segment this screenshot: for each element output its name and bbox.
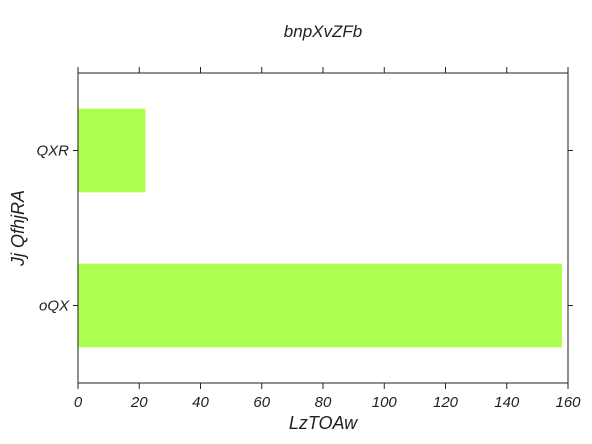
y-axis-label: Jj QfhjRA (8, 190, 28, 267)
x-axis-label: LzTOAw (289, 413, 358, 433)
x-tick-label: 60 (253, 394, 270, 411)
x-tick-label: 80 (315, 394, 332, 411)
x-tick-label: 40 (192, 394, 209, 411)
y-tick-label: QXR (36, 143, 69, 160)
x-tick-label: 20 (130, 394, 148, 411)
x-tick-label: 140 (494, 394, 520, 411)
bars-group (78, 108, 562, 348)
x-tick-label: 100 (372, 394, 398, 411)
y-axis-ticks: oQX QXR (36, 143, 573, 315)
chart-title: bnpXvZFb (284, 22, 362, 41)
y-tick-label: oQX (39, 298, 70, 315)
x-tick-label: 160 (555, 394, 581, 411)
bar (78, 108, 146, 193)
x-axis-ticks: 0 20 40 60 80 100 120 140 160 (74, 67, 581, 411)
x-tick-label: 120 (433, 394, 459, 411)
bar (78, 263, 562, 348)
x-tick-label: 0 (74, 394, 83, 411)
